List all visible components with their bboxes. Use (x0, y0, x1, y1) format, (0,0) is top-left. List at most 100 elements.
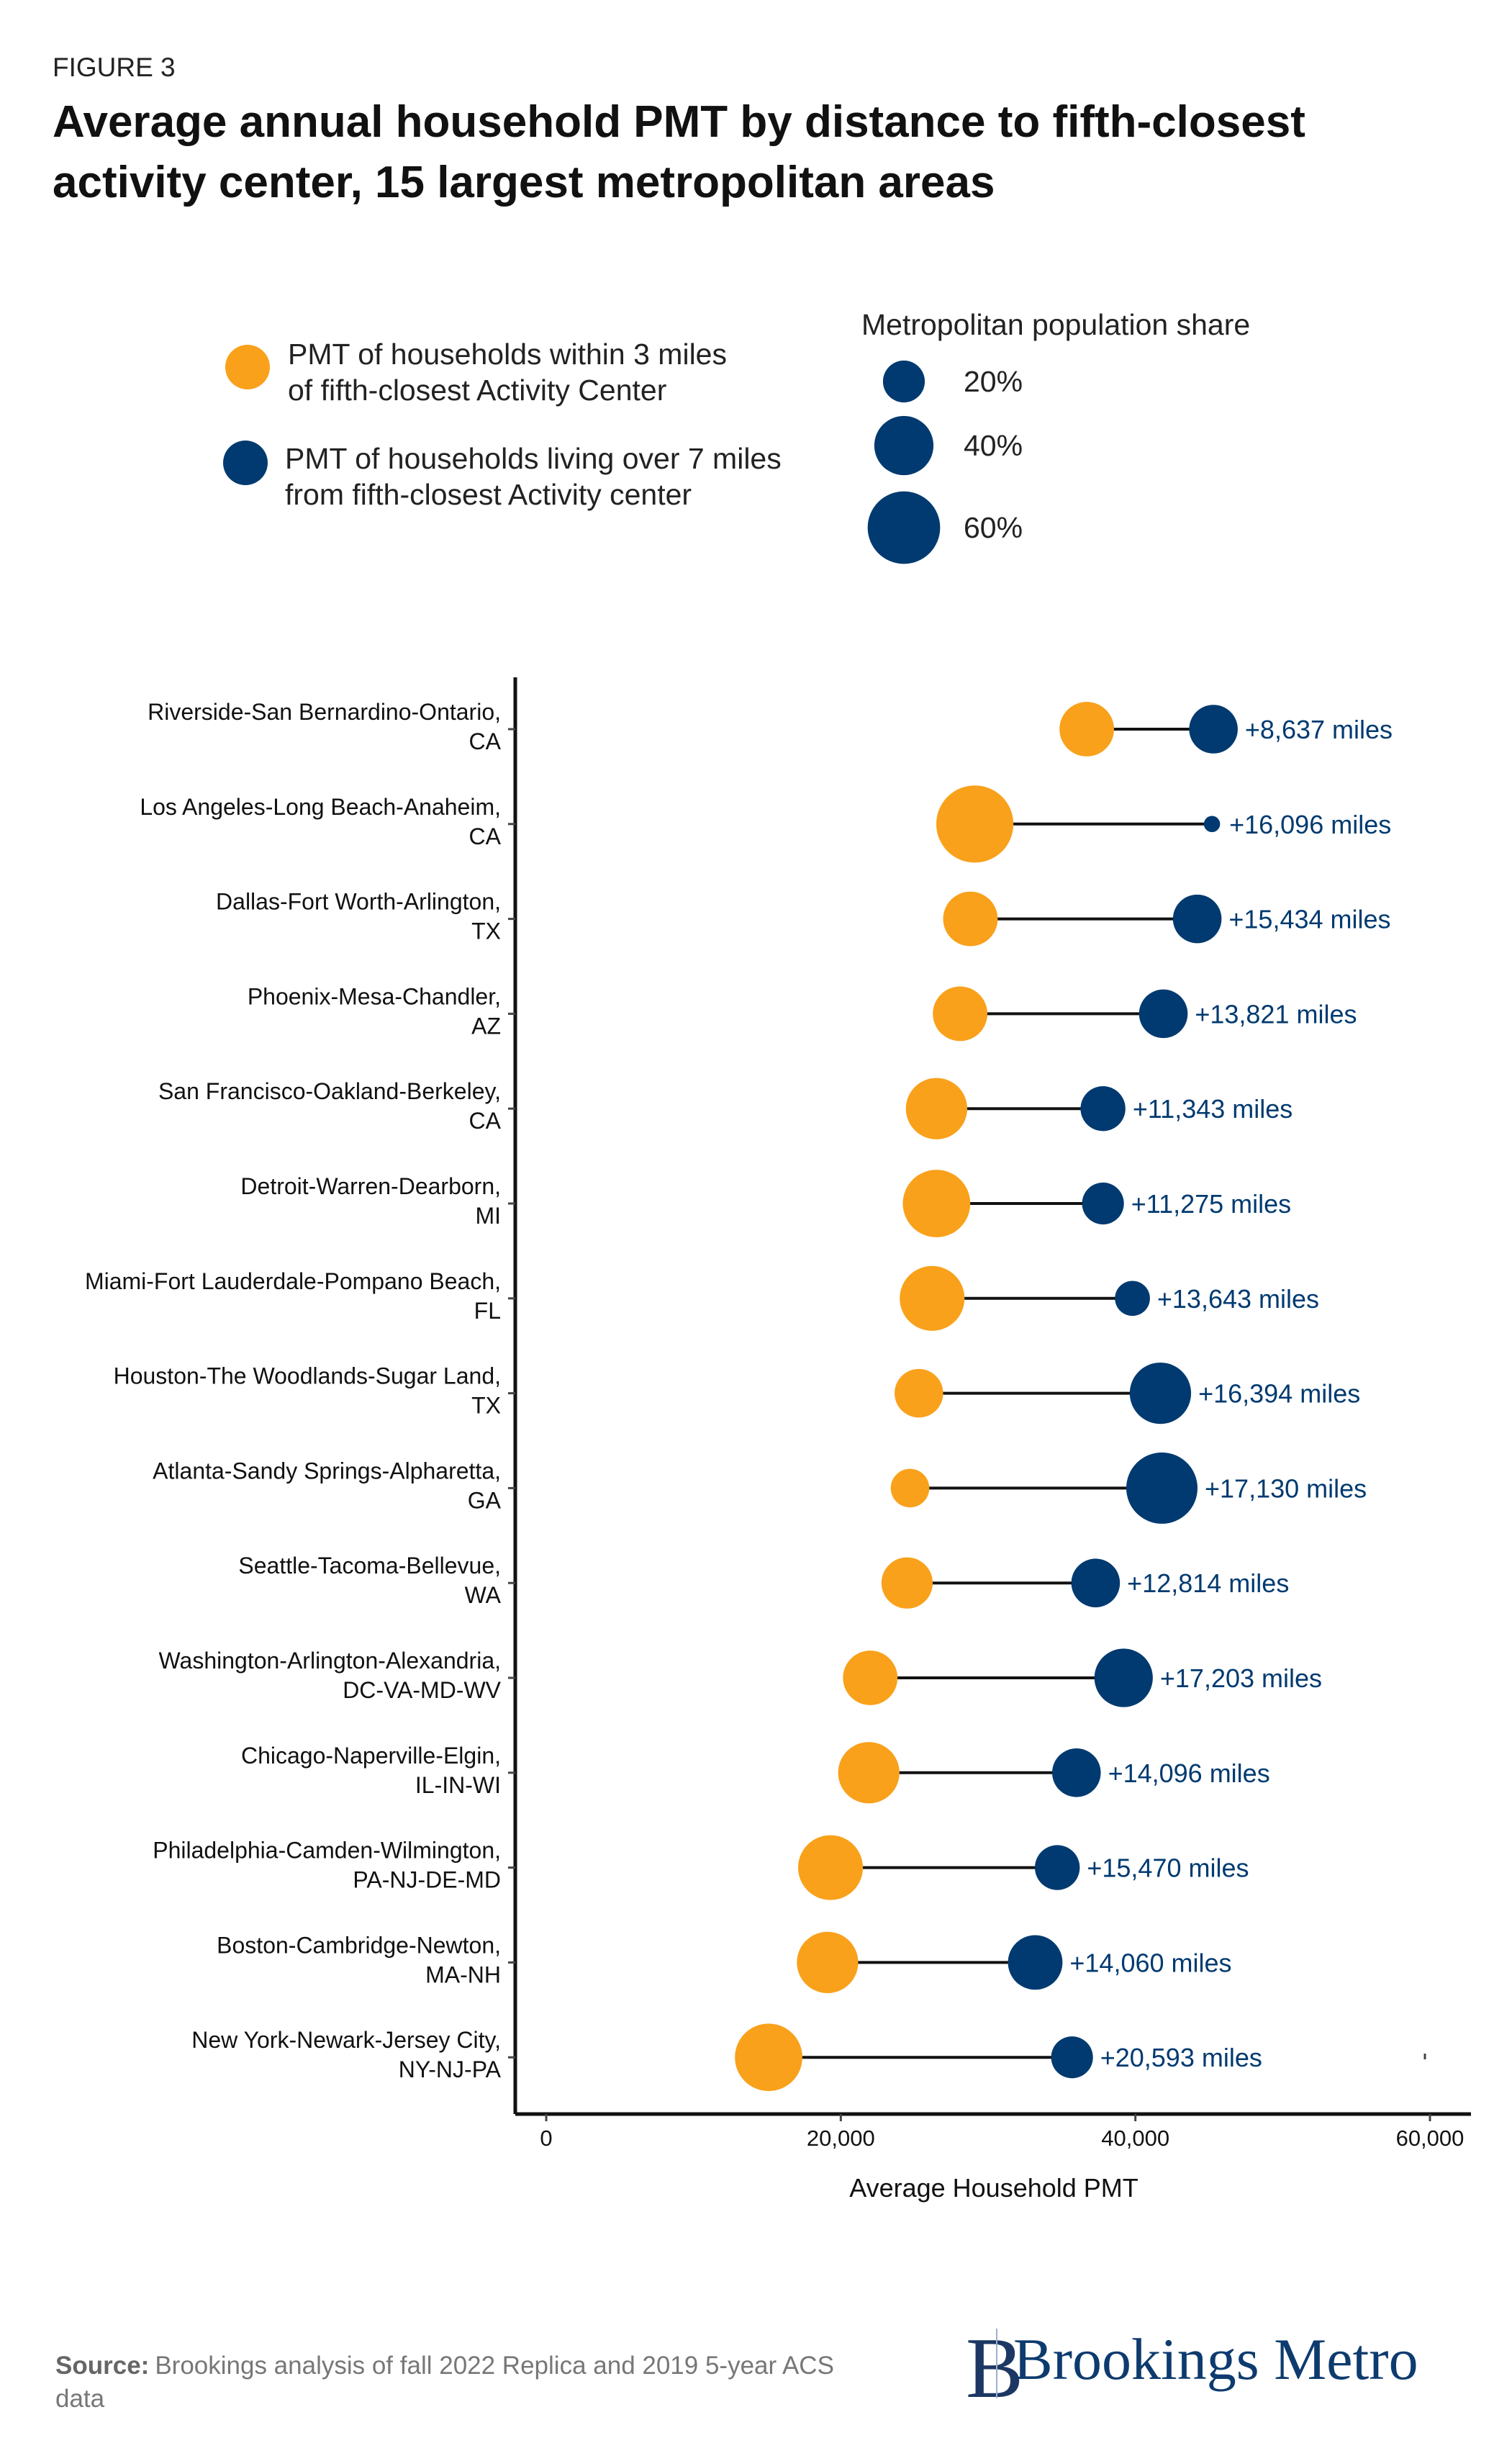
size-legend-label: 40% (964, 429, 1023, 462)
chart-title-line-2: activity center, 15 largest metropolitan… (53, 158, 995, 207)
metro-label-line-2: TX (471, 1393, 501, 1419)
legend-swatch-far (223, 441, 268, 485)
far-pmt-point (1008, 1935, 1063, 1990)
metro-row: Phoenix-Mesa-Chandler, AZ +13,821 miles (248, 983, 1357, 1042)
size-legend-circle (874, 415, 934, 476)
plot-area: 0 20,000 40,000 60,000 Riverside-San Bernard… (85, 677, 1471, 2151)
x-tick-label: 20,000 (807, 2126, 875, 2151)
size-legend: Metropolitan population share 20% 40% 60% (861, 308, 1250, 564)
near-pmt-point (902, 1170, 971, 1237)
difference-label: +16,394 miles (1198, 1379, 1360, 1409)
metro-row: Riverside-San Bernardino-Ontario, CA +8,63… (148, 699, 1393, 757)
far-pmt-point (1115, 1281, 1150, 1317)
color-legend: PMT of households within 3 miles of fift… (223, 338, 782, 511)
metro-row: Washington-Arlington-Alexandria, DC-VA-MD… (159, 1648, 1322, 1707)
metro-label-line-2: IL-IN-WI (415, 1772, 501, 1798)
difference-label: +13,643 miles (1157, 1284, 1319, 1314)
brookings-metro-logo: B Brookings Metro (966, 2320, 1418, 2416)
metro-label-line-2: AZ (471, 1013, 501, 1039)
difference-label: +11,343 miles (1133, 1094, 1293, 1124)
size-legend-circle (867, 491, 941, 564)
source-text-line-2: data (55, 2385, 105, 2413)
difference-label: +20,593 miles (1100, 2043, 1262, 2072)
near-pmt-point (933, 986, 988, 1042)
far-pmt-point (1052, 1748, 1101, 1797)
difference-label: +15,470 miles (1087, 1853, 1249, 1883)
difference-label: +11,275 miles (1131, 1189, 1291, 1219)
far-pmt-point (1129, 1362, 1192, 1424)
metro-row: Houston-The Woodlands-Sugar Land, TX +16,3… (114, 1362, 1360, 1424)
metro-label-line-1: Seattle-Tacoma-Bellevue, (238, 1553, 501, 1579)
metro-label-line-2: MA-NH (425, 1961, 501, 1987)
near-pmt-point (797, 1835, 864, 1900)
legend-swatch-near (225, 345, 270, 389)
legend-near-line-2: of fifth-closest Activity Center (288, 374, 666, 407)
near-pmt-point (838, 1742, 900, 1804)
metro-row: Seattle-Tacoma-Bellevue, WA +12,814 miles (238, 1553, 1289, 1609)
legend-far-line-1: PMT of households living over 7 miles (285, 442, 782, 475)
near-pmt-point (843, 1651, 898, 1705)
difference-label: +12,814 miles (1127, 1568, 1289, 1598)
metro-label-line-1: Houston-The Woodlands-Sugar Land, (114, 1363, 501, 1389)
metro-row: Chicago-Naperville-Elgin, IL-IN-WI +14,096… (241, 1742, 1270, 1804)
metro-label-line-2: CA (469, 823, 502, 849)
difference-label: +17,130 miles (1205, 1473, 1367, 1503)
far-pmt-point (1082, 1182, 1124, 1225)
far-pmt-point (1035, 1845, 1080, 1890)
size-legend-label: 20% (964, 365, 1023, 398)
source-label: Source: (55, 2352, 149, 2380)
metro-label-line-1: Philadelphia-Camden-Wilmington, (153, 1838, 501, 1864)
near-pmt-point (735, 2023, 802, 2092)
far-pmt-point (1071, 1558, 1121, 1607)
metro-label-line-1: Miami-Fort Lauderdale-Pompano Beach, (85, 1268, 501, 1294)
far-pmt-point (1080, 1086, 1126, 1132)
metro-label-line-2: TX (471, 918, 501, 944)
near-pmt-point (890, 1468, 930, 1508)
far-pmt-point (1051, 2036, 1093, 2079)
figure-label: FIGURE 3 (53, 53, 176, 82)
metro-label-line-1: Washington-Arlington-Alexandria, (159, 1648, 502, 1674)
metro-row: San Francisco-Oakland-Berkeley, CA +11,343… (158, 1078, 1293, 1139)
near-pmt-point (936, 785, 1014, 863)
metro-label-line-1: Chicago-Naperville-Elgin, (241, 1743, 501, 1769)
near-pmt-point (905, 1078, 967, 1139)
metro-label-line-1: Los Angeles-Long Beach-Anaheim, (140, 794, 501, 820)
metro-label-line-1: Phoenix-Mesa-Chandler, (248, 983, 501, 1009)
near-pmt-point (895, 1368, 943, 1418)
metro-row: Los Angeles-Long Beach-Anaheim, CA +16,096… (140, 785, 1391, 863)
metro-label-line-2: CA (469, 1108, 502, 1134)
metro-label-line-2: CA (469, 728, 502, 754)
metro-label-line-2: GA (468, 1487, 502, 1513)
source-text-line-1: Brookings analysis of fall 2022 Replica … (155, 2352, 834, 2380)
difference-label: +8,637 miles (1245, 715, 1393, 744)
metro-label-line-1: Atlanta-Sandy Springs-Alpharetta, (153, 1458, 501, 1484)
metro-label-line-1: Detroit-Warren-Dearborn, (240, 1173, 501, 1199)
far-pmt-point (1094, 1648, 1153, 1707)
x-axis-title: Average Household PMT (849, 2173, 1138, 2203)
logo-text: Brookings Metro (1013, 2326, 1418, 2392)
size-legend-title: Metropolitan population share (861, 308, 1250, 341)
difference-label: +13,821 miles (1195, 999, 1357, 1029)
x-tick-label: 40,000 (1101, 2126, 1169, 2151)
difference-label: +14,096 miles (1108, 1758, 1270, 1788)
size-legend-label: 60% (964, 511, 1023, 544)
near-pmt-point (943, 891, 998, 947)
far-pmt-point (1203, 816, 1221, 833)
far-pmt-point (1189, 705, 1238, 754)
source-note: Source: Brookings analysis of fall 2022 R… (55, 2352, 834, 2413)
far-pmt-point (1126, 1452, 1198, 1524)
far-pmt-point (1172, 894, 1222, 944)
near-pmt-point (881, 1557, 933, 1609)
metro-label-line-2: WA (465, 1582, 502, 1608)
difference-label: +17,203 miles (1160, 1663, 1322, 1693)
near-pmt-point (1059, 702, 1115, 757)
metro-row: Boston-Cambridge-Newton, MA-NH +14,060 mil… (217, 1931, 1232, 1994)
difference-label: +15,434 miles (1228, 905, 1390, 934)
metro-label-line-2: PA-NJ-DE-MD (353, 1867, 501, 1893)
metro-label-line-1: Boston-Cambridge-Newton, (217, 1932, 501, 1958)
metro-label-line-1: Riverside-San Bernardino-Ontario, (148, 699, 501, 725)
legend-near-line-1: PMT of households within 3 miles (288, 338, 727, 371)
metro-label-line-2: DC-VA-MD-WV (343, 1677, 501, 1703)
difference-label: +14,060 miles (1069, 1948, 1231, 1977)
